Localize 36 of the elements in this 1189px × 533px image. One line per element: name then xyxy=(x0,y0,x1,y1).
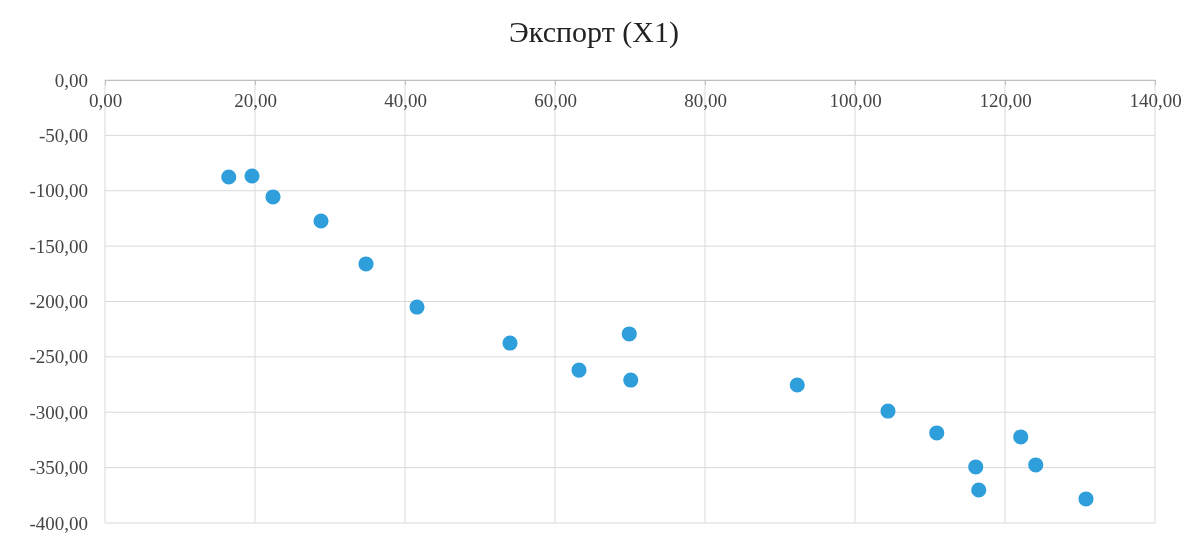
point xyxy=(571,362,587,378)
y-tick-label: -50,00 xyxy=(38,124,88,146)
point xyxy=(244,168,260,184)
y-tick-label: -150,00 xyxy=(29,235,88,257)
point xyxy=(1028,457,1044,473)
point xyxy=(358,256,374,272)
point xyxy=(880,403,896,419)
y-tick-label: -200,00 xyxy=(29,291,88,313)
point xyxy=(221,169,237,185)
point xyxy=(1078,491,1094,507)
x-tick-label: 120,00 xyxy=(979,90,1032,111)
point xyxy=(968,459,984,475)
point xyxy=(621,326,637,342)
x-tick-label: 20,00 xyxy=(234,90,277,111)
point xyxy=(1013,429,1029,445)
x-tick-label: 100,00 xyxy=(829,90,882,111)
y-tick-label: -250,00 xyxy=(29,346,88,368)
y-tick-label: -400,00 xyxy=(29,512,88,533)
point xyxy=(929,425,945,441)
x-tick-label: 40,00 xyxy=(384,90,427,111)
point xyxy=(265,189,281,205)
y-tick-label: 0,00 xyxy=(54,69,88,91)
x-tick-label: 0,00 xyxy=(88,90,123,111)
x-tick-label: 80,00 xyxy=(684,90,727,111)
x-tick-label: 140,00 xyxy=(1129,90,1182,111)
point xyxy=(971,482,987,498)
point xyxy=(789,377,805,393)
chart-title: Экспорт (X1) xyxy=(509,15,679,49)
point xyxy=(409,299,425,315)
point xyxy=(313,213,329,229)
x-tick-label: 60,00 xyxy=(534,90,577,111)
point xyxy=(502,335,518,351)
y-tick-label: -350,00 xyxy=(29,457,88,479)
point xyxy=(623,372,639,388)
y-tick-label: -100,00 xyxy=(29,180,88,202)
y-tick-label: -300,00 xyxy=(29,401,88,423)
